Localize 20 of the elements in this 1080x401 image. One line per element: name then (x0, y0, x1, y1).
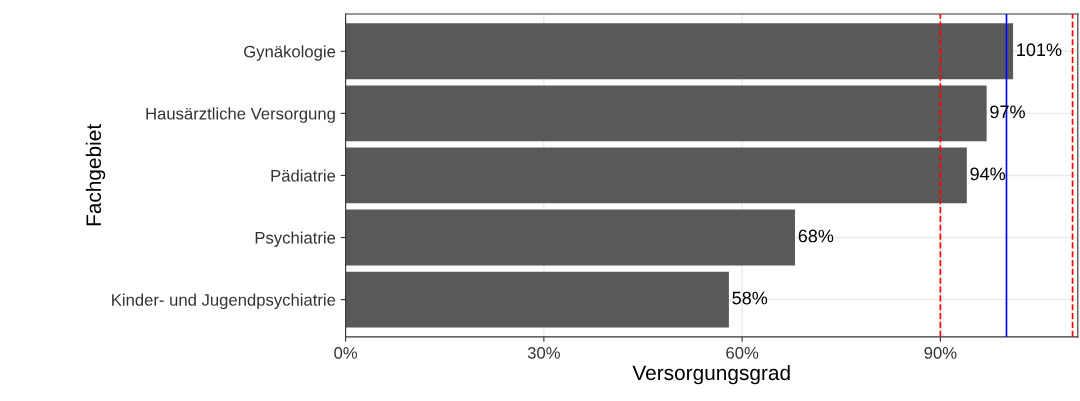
data-label: 58% (732, 291, 768, 305)
y-tick-label: Pädiatrie (271, 169, 336, 182)
x-tick-label: 0% (334, 347, 358, 359)
x-tick-label: 90% (924, 347, 957, 359)
x-tick-label: 60% (726, 347, 759, 359)
data-label: 94% (970, 167, 1006, 181)
x-tick-label: 30% (527, 347, 560, 359)
data-label: 68% (798, 229, 834, 243)
bar (345, 85, 987, 142)
bar (345, 23, 1014, 80)
bar (345, 147, 967, 204)
y-axis-title: Fachgebiet (85, 124, 106, 226)
y-tick-label: Gynäkologie (244, 45, 336, 61)
bar (345, 209, 795, 266)
y-tick-label: Kinder- und Jugendpsychiatrie (112, 293, 336, 310)
x-axis-title: Versorgungsgrad (632, 364, 790, 385)
y-tick-label: Hausärztliche Versorgung (146, 107, 335, 123)
y-tick-label: Psychiatrie (255, 231, 336, 248)
bar (345, 271, 729, 328)
data-label: 101% (1017, 43, 1062, 57)
